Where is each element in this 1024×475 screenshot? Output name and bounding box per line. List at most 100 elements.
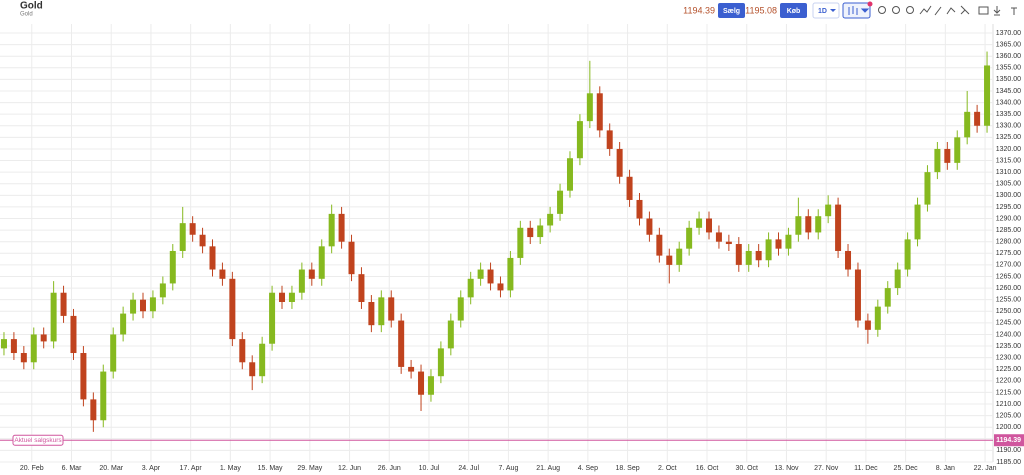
y-tick-label: 1300.00: [996, 192, 1021, 199]
x-tick-label: 16. Oct: [696, 465, 719, 472]
sell-price: 1194.39: [683, 5, 715, 15]
candle-body: [249, 362, 256, 377]
x-tick-label: 4. Sep: [578, 465, 598, 472]
candle-body: [696, 218, 703, 228]
candle-body: [388, 297, 395, 321]
buy-button-label[interactable]: Køb: [787, 8, 801, 15]
candle-body: [100, 371, 107, 421]
candle-body: [586, 93, 593, 122]
y-tick-label: 1240.00: [996, 331, 1021, 338]
y-tick-label: 1295.00: [996, 204, 1021, 211]
candle-body: [0, 339, 7, 349]
candle-body: [437, 348, 444, 377]
candle-body: [199, 234, 206, 247]
candle-body: [815, 216, 822, 233]
camera-icon[interactable]: [978, 6, 989, 15]
x-tick-label: 24. Jul: [458, 465, 479, 472]
draw-icon[interactable]: [934, 6, 942, 16]
current-price-label: Aktuel salgskurs: [14, 437, 62, 444]
candle-body: [745, 250, 752, 265]
current-price-tag-label: 1194.39: [996, 437, 1021, 444]
x-tick-label: 21. Aug: [536, 465, 560, 472]
candle-body: [507, 257, 514, 291]
line-icon[interactable]: [946, 7, 956, 15]
candle-body: [884, 288, 891, 307]
candle-body: [348, 241, 355, 275]
y-tick-label: 1350.00: [996, 76, 1021, 83]
candle-body: [805, 216, 812, 233]
candle-body: [418, 371, 425, 395]
y-tick-label: 1345.00: [996, 88, 1021, 95]
sell-button-label[interactable]: Sælg: [723, 8, 740, 15]
candle-body: [427, 376, 434, 395]
candle-body: [735, 244, 742, 265]
x-tick-label: 11. Dec: [854, 465, 878, 472]
candle-body: [785, 234, 792, 249]
y-tick-label: 1260.00: [996, 285, 1021, 292]
zoom-out-icon[interactable]: [892, 6, 900, 14]
x-tick-label: 6. Mar: [62, 465, 83, 472]
y-tick-label: 1315.00: [996, 157, 1021, 164]
y-tick-label: 1265.00: [996, 273, 1021, 280]
buy-button[interactable]: [780, 3, 807, 18]
candle-body: [358, 274, 365, 302]
candle-body: [845, 250, 852, 270]
x-tick-label: 27. Nov: [814, 465, 839, 472]
candle-body: [149, 297, 156, 312]
candle-body: [864, 320, 871, 330]
y-tick-label: 1365.00: [996, 41, 1021, 48]
x-tick-label: 2. Oct: [658, 465, 677, 472]
clear-icon[interactable]: [960, 5, 970, 15]
candle-body: [904, 239, 911, 270]
y-tick-label: 1280.00: [996, 239, 1021, 246]
reset-icon[interactable]: [906, 6, 914, 14]
candle-body: [259, 343, 266, 377]
y-tick-label: 1285.00: [996, 227, 1021, 234]
candle-body: [130, 299, 137, 314]
x-tick-label: 18. Sep: [616, 465, 640, 472]
x-tick-label: 13. Nov: [774, 465, 799, 472]
y-tick-label: 1250.00: [996, 308, 1021, 315]
y-tick-label: 1210.00: [996, 401, 1021, 408]
x-tick-label: 12. Jun: [338, 465, 361, 472]
candle-body: [706, 218, 713, 233]
x-tick-label: 8. Jan: [936, 465, 955, 472]
candle-body: [924, 172, 931, 205]
interval-label[interactable]: 1D: [818, 8, 827, 15]
candle-body: [110, 334, 117, 372]
instrument-title: Gold: [20, 1, 43, 12]
y-tick-label: 1190.00: [996, 447, 1021, 454]
y-tick-label: 1355.00: [996, 65, 1021, 72]
interval-dropdown[interactable]: [812, 2, 840, 19]
candle-body: [457, 297, 464, 321]
candle-body: [596, 93, 603, 131]
candle-body: [894, 269, 901, 289]
buy-price: 1195.08: [745, 5, 777, 15]
candle-body: [825, 204, 832, 217]
trend-icon[interactable]: [919, 5, 932, 15]
sell-button[interactable]: [718, 3, 745, 18]
settings-icon[interactable]: [1011, 7, 1017, 15]
candle-body: [269, 292, 276, 344]
candle-body: [944, 148, 951, 163]
y-tick-label: 1340.00: [996, 99, 1021, 106]
candle-body: [755, 250, 762, 261]
x-tick-label: 10. Jul: [419, 465, 440, 472]
candle-body: [765, 239, 772, 261]
candle-body: [90, 399, 97, 421]
candle-body: [775, 239, 782, 249]
download-icon[interactable]: [993, 6, 1001, 16]
candle-body: [835, 204, 842, 251]
candle-body: [666, 255, 673, 265]
candle-body: [795, 216, 802, 235]
x-tick-label: 1. May: [220, 465, 242, 472]
x-tick-label: 29. May: [297, 465, 322, 472]
candle-body: [934, 148, 941, 173]
y-tick-label: 1330.00: [996, 123, 1021, 130]
candle-body: [984, 65, 991, 126]
y-tick-label: 1320.00: [996, 146, 1021, 153]
candle-body: [606, 130, 613, 149]
zoom-in-icon[interactable]: [878, 6, 886, 14]
y-tick-label: 1325.00: [996, 134, 1021, 141]
